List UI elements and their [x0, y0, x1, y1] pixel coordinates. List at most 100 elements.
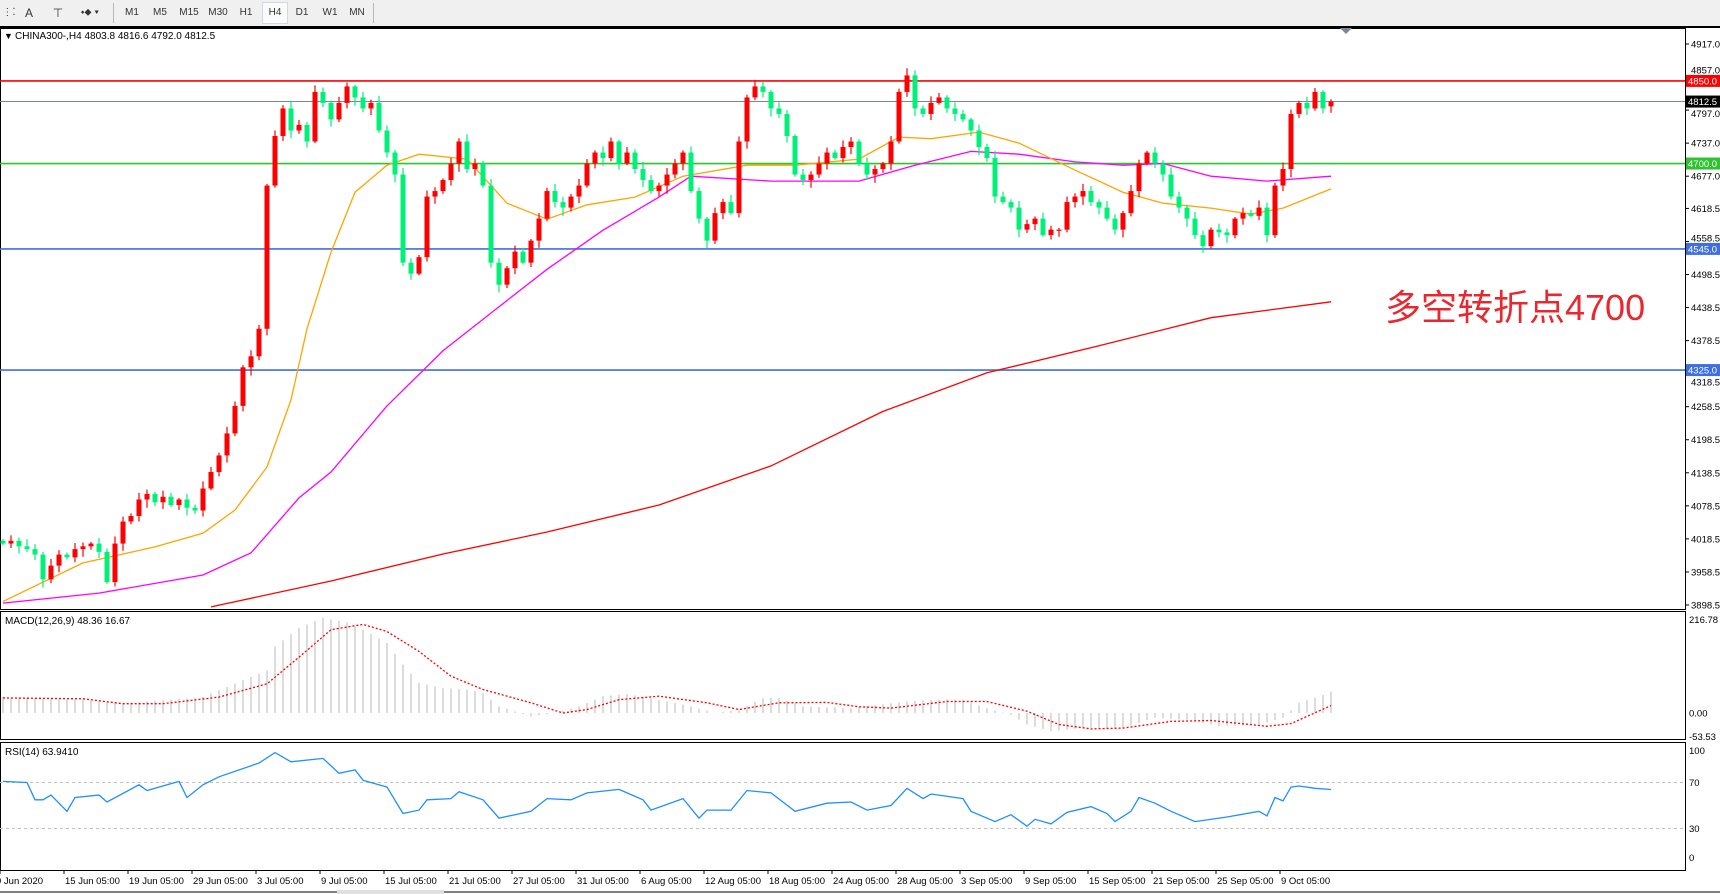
macd-axis-label: -53.53: [1689, 732, 1716, 743]
last-price-label: 4812.5: [1688, 97, 1717, 108]
macd-axis-label: 0.00: [1689, 709, 1708, 720]
candle: [1320, 90, 1326, 114]
macd-signal-line: [2, 623, 1332, 730]
candle-body: [456, 141, 462, 164]
candle: [536, 213, 542, 248]
candle: [1040, 212, 1046, 237]
chart-shift-marker[interactable]: [1340, 28, 1352, 34]
rsi-title: RSI(14) 63.9410: [5, 747, 79, 758]
candle-body: [664, 174, 670, 186]
macd-title: MACD(12,26,9) 48.36 16.67: [5, 616, 131, 627]
candle-body: [408, 262, 414, 274]
timeframe-h4[interactable]: H4: [262, 2, 288, 24]
candle-body: [1032, 218, 1038, 225]
candle: [16, 537, 22, 554]
candle: [192, 504, 198, 514]
annotation-text: 多空转折点4700: [1385, 287, 1645, 328]
candle: [280, 105, 286, 141]
candle: [248, 350, 254, 376]
candle: [1048, 225, 1054, 240]
time-axis-label: 21 Sep 05:00: [1153, 876, 1210, 887]
timeframe-mn[interactable]: MN: [349, 7, 365, 18]
candle: [256, 324, 262, 361]
candle-body: [816, 163, 822, 175]
time-axis-label: 15 Sep 05:00: [1089, 876, 1146, 887]
candle-body: [560, 202, 566, 208]
candle: [912, 70, 918, 117]
candle: [208, 467, 214, 491]
candle-body: [1072, 196, 1078, 203]
candle: [224, 426, 230, 463]
time-axis-label: 9 Sep 05:00: [1025, 876, 1076, 887]
candle: [712, 207, 718, 244]
candle: [200, 481, 206, 517]
candle-body: [464, 141, 470, 170]
fibo-fan-icon[interactable]: ⋮⁚: [2, 7, 16, 18]
candle: [968, 117, 974, 136]
timeframe-d1[interactable]: D1: [295, 7, 309, 18]
timeframe-m5[interactable]: M5: [153, 7, 167, 18]
price-axis-label: 4917.0: [1691, 40, 1720, 51]
macd-panel-frame: [0, 611, 1686, 740]
level-price-label: 4325.0: [1688, 366, 1717, 377]
candle: [0, 539, 6, 546]
timeframe-h1[interactable]: H1: [239, 7, 253, 18]
candle: [656, 182, 662, 197]
candle-body: [1152, 152, 1158, 164]
candle-body: [1136, 163, 1142, 192]
timeframe-m15[interactable]: M15: [179, 7, 199, 18]
candle-body: [1248, 213, 1254, 216]
toolbar-separator: [113, 3, 114, 23]
candle: [592, 150, 598, 169]
candle: [472, 158, 478, 176]
chart-collapse-arrow[interactable]: ▼: [4, 31, 13, 41]
candle: [944, 95, 950, 113]
candle: [176, 497, 182, 510]
text-icon[interactable]: A: [24, 6, 33, 20]
candle: [456, 138, 462, 172]
candle-body: [712, 213, 718, 241]
candle: [1152, 146, 1158, 168]
macd-axis-label: 216.78: [1689, 615, 1718, 626]
candle-body: [136, 499, 142, 517]
candle: [1296, 100, 1302, 118]
candle-body: [216, 455, 222, 472]
candle-body: [536, 218, 542, 241]
time-axis-label: 24 Aug 05:00: [833, 876, 889, 887]
candle-body: [128, 516, 134, 522]
candle-body: [272, 135, 278, 186]
candle: [352, 84, 358, 106]
rsi-axis-label: 0: [1689, 853, 1694, 864]
candle: [1264, 202, 1270, 243]
candle: [320, 87, 326, 108]
candle: [336, 96, 342, 123]
candle: [1096, 199, 1102, 215]
candle-body: [288, 108, 294, 131]
candle: [976, 124, 982, 156]
timeframe-m1[interactable]: M1: [125, 7, 139, 18]
candle-body: [1272, 185, 1278, 236]
timeframe-w1[interactable]: W1: [322, 7, 338, 18]
candle: [984, 143, 990, 162]
candle-body: [1192, 218, 1198, 236]
candle: [952, 102, 958, 122]
candle-body: [432, 191, 438, 197]
candle: [1064, 196, 1070, 233]
candle-body: [1040, 218, 1046, 236]
candle-body: [224, 433, 230, 456]
candle: [520, 247, 526, 265]
candle-body: [16, 540, 22, 547]
candle-body: [1168, 174, 1174, 197]
candle-body: [240, 367, 246, 406]
candle-body: [752, 86, 758, 98]
candle: [328, 100, 334, 127]
candle: [992, 150, 998, 204]
timeframe-m30[interactable]: M30: [208, 7, 228, 18]
arrows-icon[interactable]: ⬩⬥ ▾: [80, 7, 100, 18]
text-label-icon[interactable]: ⊤: [52, 6, 64, 20]
scrollbar-thumb[interactable]: [337, 890, 444, 894]
time-axis-label: 3 Sep 05:00: [961, 876, 1012, 887]
candle: [496, 258, 502, 293]
candle: [384, 125, 390, 158]
